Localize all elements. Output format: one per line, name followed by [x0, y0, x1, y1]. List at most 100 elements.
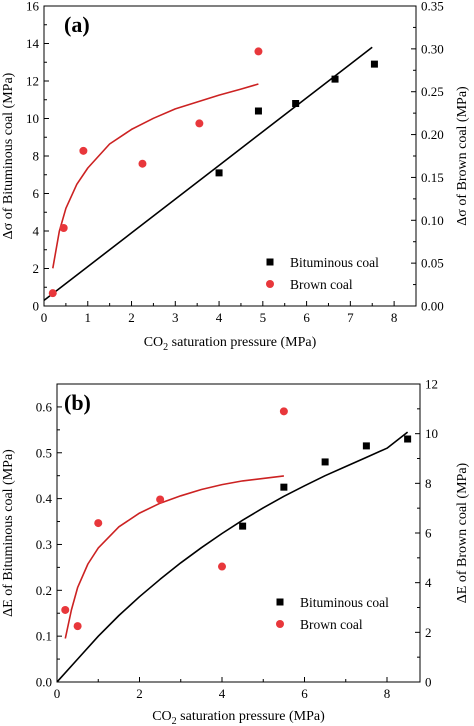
y-left-tick-label: 4: [33, 224, 40, 239]
y-right-axis-label: ΔE of Brown coal (MPa): [455, 462, 470, 603]
panel-a: 0 1 2 3 4 5 6 7 802468101214160.000.050.100.150.…: [1, 0, 470, 353]
y-left-tick-label: 0.6: [36, 399, 53, 414]
bituminous-point: [215, 169, 223, 177]
legend-label: Brown coal: [290, 277, 353, 292]
y-left-tick-label: 0: [33, 299, 40, 314]
y-left-tick-label: 16: [26, 0, 40, 14]
y-left-tick-label: 12: [26, 74, 39, 89]
x-tick-label: 0: [54, 686, 61, 701]
x-tick-label: 0: [41, 310, 48, 325]
y-right-axis-label: Δσ of Brown coal (MPa): [455, 86, 470, 226]
plot-frame: [56, 383, 421, 683]
brown-point: [279, 407, 288, 416]
label-part: ΔE of Bituminous coal (MPa): [1, 449, 16, 617]
legend-marker-brown: [266, 280, 274, 288]
panel-label: (a): [64, 12, 90, 37]
x-tick-label: 7: [347, 310, 354, 325]
y-left-tick-label: 0.1: [36, 629, 52, 644]
x-tick-label: 1: [85, 310, 92, 325]
y-right-tick-label: 0.20: [421, 127, 444, 142]
brown-point: [48, 289, 57, 298]
y-right-tick-label: 4: [425, 575, 432, 590]
brown-point: [138, 159, 147, 168]
y-right-tick-label: 0.10: [421, 213, 444, 228]
y-right-tick-label: 0.05: [421, 256, 444, 271]
label-part: saturation pressure (MPa): [177, 709, 325, 724]
brown-point: [73, 622, 82, 631]
bituminous-point: [404, 435, 412, 443]
y-right-tick-label: 10: [425, 426, 438, 441]
bituminous-point: [280, 483, 288, 491]
bituminous-point: [321, 458, 329, 466]
legend-marker-bituminous: [266, 258, 274, 266]
y-left-tick-label: 0.2: [36, 583, 52, 598]
brown-fit-curve: [52, 83, 259, 269]
label-part: ΔE of Brown coal (MPa): [455, 462, 470, 603]
label-part: Δσ of Brown coal (MPa): [455, 86, 470, 226]
x-tick-label: 6: [303, 310, 310, 325]
y-right-tick-label: 0.25: [421, 84, 444, 99]
brown-point: [218, 562, 226, 571]
brown-fit-curve: [64, 475, 284, 639]
y-right-tick-label: 0.35: [421, 0, 444, 14]
y-left-tick-label: 14: [26, 36, 40, 51]
x-tick-label: 2: [136, 686, 143, 701]
bituminous-point: [292, 100, 300, 107]
y-left-tick-label: 0.3: [36, 537, 52, 552]
y-left-tick-label: 8: [33, 149, 40, 164]
legend-label: Bituminous coal: [290, 255, 379, 270]
label-part: 2: [172, 716, 177, 726]
y-right-tick-label: 0.15: [421, 170, 444, 185]
brown-point: [61, 605, 70, 614]
x-tick-label: 8: [384, 686, 391, 701]
y-left-axis-label: ΔE of Bituminous coal (MPa): [1, 449, 16, 617]
brown-point: [94, 519, 103, 528]
y-left-tick-label: 0.5: [36, 445, 52, 460]
bituminous-fit-line: [44, 46, 373, 302]
bituminous-fit-line: [57, 431, 409, 682]
x-tick-label: 8: [391, 310, 398, 325]
y-right-tick-label: 2: [425, 625, 432, 640]
y-left-tick-label: 2: [33, 261, 40, 276]
y-right-tick-label: 0.30: [421, 41, 444, 56]
x-tick-label: 2: [128, 310, 135, 325]
x-tick-label: 4: [219, 686, 226, 701]
y-left-axis-label: Δσ of Bituminous coal (MPa): [1, 72, 16, 239]
brown-point: [156, 495, 165, 504]
bituminous-point: [331, 75, 339, 83]
x-axis-label: CO2 saturation pressure (MPa): [144, 335, 317, 353]
label-part: saturation pressure (MPa): [168, 335, 316, 350]
x-tick-label: 6: [301, 686, 308, 701]
x-tick-label: 4: [216, 310, 223, 325]
legend-marker-bituminous: [276, 598, 284, 606]
y-right-tick-label: 0.00: [421, 299, 444, 314]
y-left-tick-label: 0.4: [36, 491, 53, 506]
legend-marker-brown: [276, 620, 284, 628]
bituminous-point: [362, 442, 370, 450]
bituminous-point: [254, 107, 262, 115]
label-part: 2: [163, 342, 168, 353]
brown-point: [254, 47, 263, 56]
panel-label: (b): [64, 390, 91, 415]
x-tick-label: 3: [172, 310, 179, 325]
y-left-tick-label: 0.0: [36, 675, 52, 690]
label-part: Δσ of Bituminous coal (MPa): [1, 72, 16, 239]
y-left-tick-label: 10: [26, 111, 39, 126]
brown-point: [195, 119, 204, 128]
brown-point: [59, 224, 68, 232]
brown-point: [79, 146, 88, 155]
x-tick-label: 5: [260, 310, 267, 325]
legend-label: Brown coal: [300, 617, 363, 632]
label-part: CO: [152, 709, 171, 724]
bituminous-point: [370, 60, 378, 68]
y-right-tick-label: 6: [425, 526, 432, 541]
legend-label: Bituminous coal: [300, 595, 389, 610]
bituminous-point: [239, 522, 247, 530]
y-left-tick-label: 6: [33, 186, 40, 201]
y-right-tick-label: 8: [425, 476, 432, 491]
y-right-tick-label: 0: [425, 675, 432, 690]
x-axis-label: CO2 saturation pressure (MPa): [152, 709, 325, 726]
y-right-tick-label: 12: [425, 377, 438, 392]
